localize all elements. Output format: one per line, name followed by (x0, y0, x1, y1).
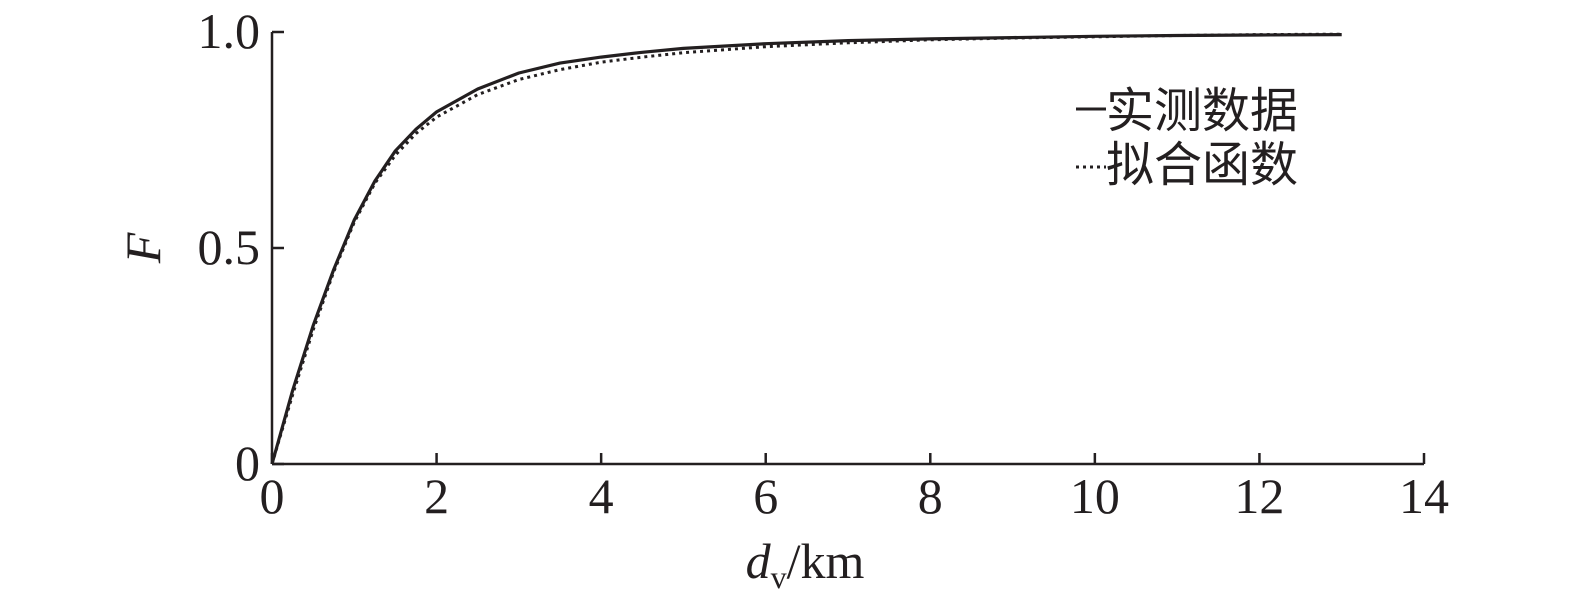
x-axis-title: dv/km (746, 533, 865, 595)
y-tick-label: 1.0 (198, 3, 261, 59)
x-tick-label: 2 (424, 468, 449, 524)
x-axis-title-subscript: v (771, 559, 787, 595)
series-layer (270, 32, 1342, 465)
y-axis-title: F (115, 232, 171, 264)
y-tick-label: 0 (235, 435, 260, 491)
x-tick-label: 6 (753, 468, 778, 524)
x-tick-label: 8 (918, 468, 943, 524)
x-tick-label: 10 (1070, 468, 1120, 524)
y-axis-ticks: 0 0.5 1.0 (198, 3, 284, 491)
legend-item-measured: 实测数据 (1076, 83, 1298, 139)
axes: 0 2 4 6 8 10 12 14 0 0.5 1.0 (198, 3, 1450, 524)
legend-item-fitted: 拟合函数 (1076, 137, 1298, 193)
x-tick-label: 14 (1399, 468, 1449, 524)
x-axis-title-symbol: d (746, 533, 772, 589)
legend-label-fitted: 拟合函数 (1106, 137, 1298, 193)
legend-label-measured: 实测数据 (1106, 83, 1298, 139)
x-tick-label: 0 (260, 468, 285, 524)
y-tick-label: 0.5 (198, 219, 261, 275)
x-tick-label: 12 (1234, 468, 1284, 524)
x-axis-title-unit: /km (787, 533, 865, 589)
legend: 实测数据 拟合函数 (1076, 83, 1298, 193)
x-tick-label: 4 (589, 468, 614, 524)
x-axis-ticks: 0 2 4 6 8 10 12 14 (260, 453, 1449, 524)
